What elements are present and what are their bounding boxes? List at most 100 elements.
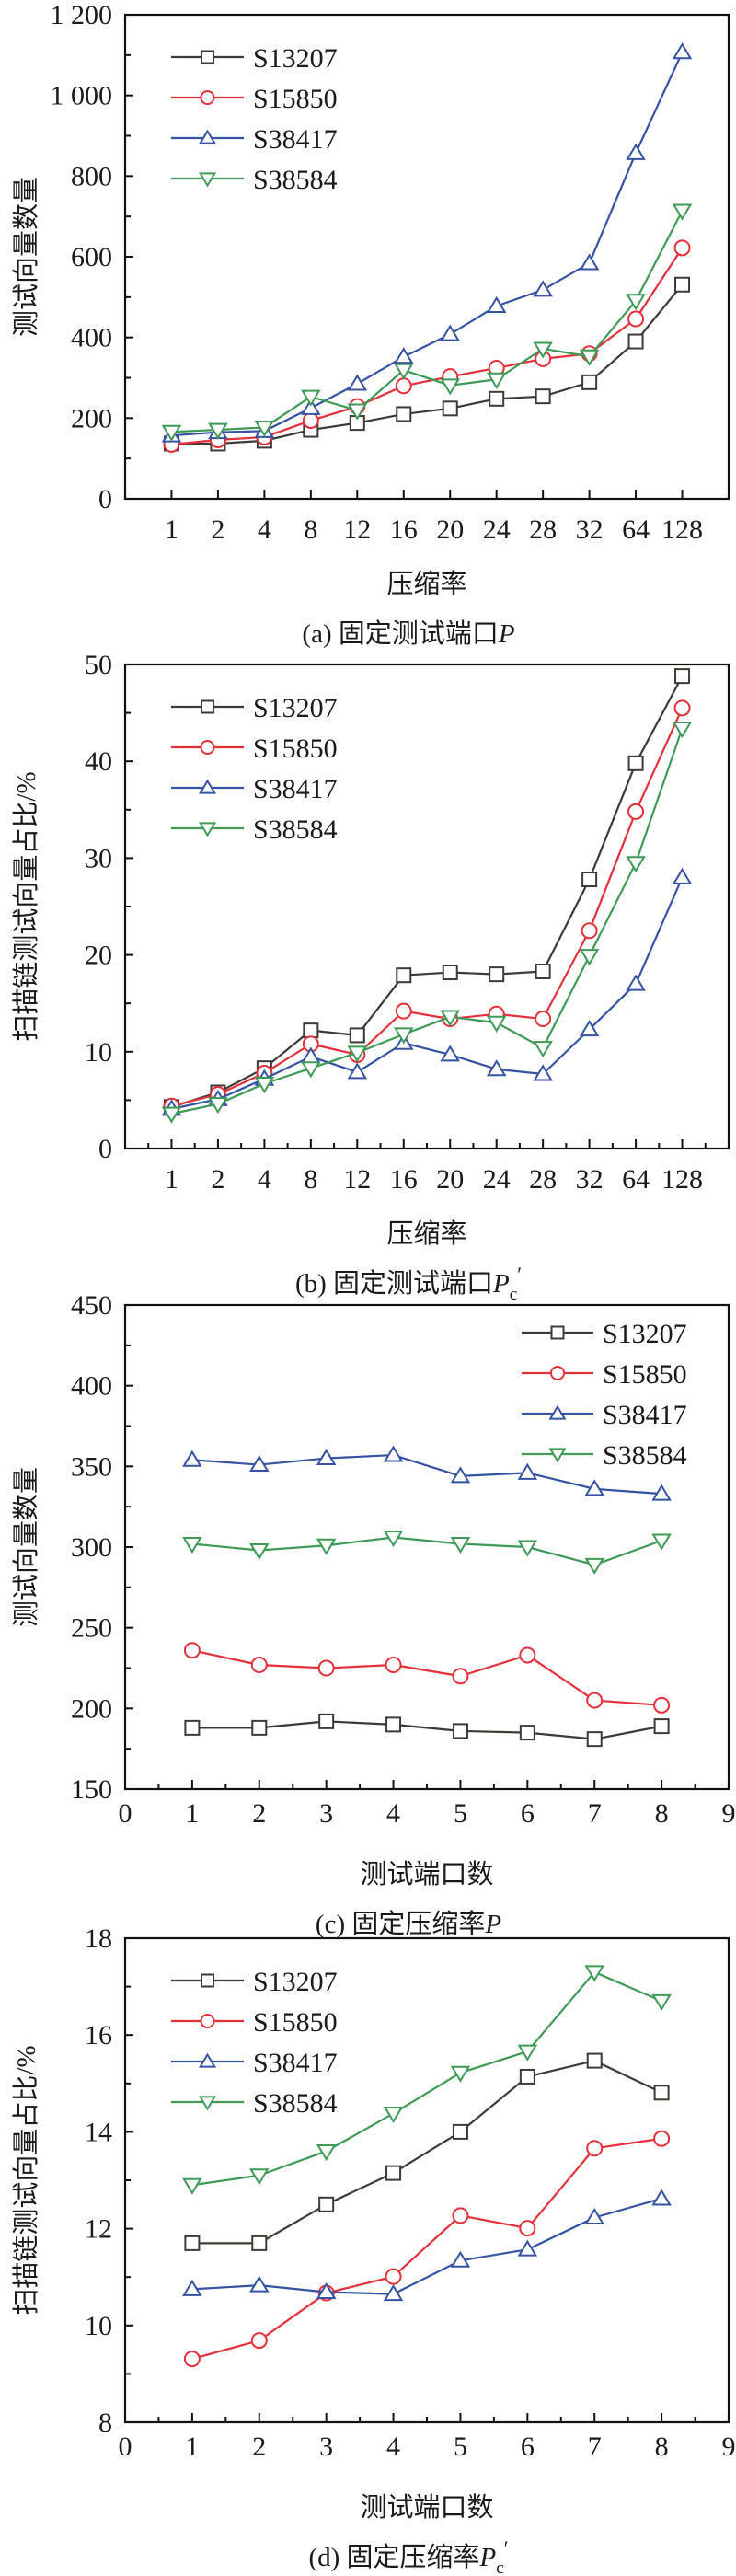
plot-frame <box>123 663 730 1150</box>
y-tick-label: 40 <box>85 746 112 777</box>
series-line <box>191 1649 662 1706</box>
data-point <box>627 310 645 328</box>
data-point <box>383 1531 404 1548</box>
legend-marker <box>198 172 217 188</box>
data-point <box>626 143 646 160</box>
y-tick-label: 30 <box>85 843 112 873</box>
x-tick-label: 24 <box>483 514 511 545</box>
legend-item: S38584 <box>522 1440 687 1471</box>
x-tick-label: 20 <box>436 1164 464 1195</box>
plot-frame <box>123 1936 730 2424</box>
data-point <box>626 974 646 991</box>
legend-marker <box>198 2096 217 2111</box>
x-tick-label: 24 <box>483 1164 511 1195</box>
data-point <box>586 1692 604 1709</box>
data-point <box>254 1077 275 1094</box>
legend-label: S13207 <box>253 43 338 74</box>
data-point <box>517 2044 538 2062</box>
data-point <box>651 1533 672 1551</box>
data-point <box>347 403 368 421</box>
series-line <box>191 1970 662 2187</box>
legend-item: S15850 <box>522 1359 687 1390</box>
data-point <box>303 1022 319 1039</box>
legend-label: S38417 <box>253 774 338 804</box>
data-point <box>302 411 319 429</box>
y-tick-label: 12 <box>85 2214 112 2245</box>
data-point <box>183 2351 201 2368</box>
x-tick-label: 4 <box>386 1798 400 1829</box>
data-point <box>651 1993 672 2011</box>
legend-label: S38417 <box>253 124 338 155</box>
data-point <box>316 1538 337 1555</box>
series-line <box>171 283 684 445</box>
data-point <box>251 2235 268 2251</box>
caption-subscript: c <box>510 1285 517 1304</box>
y-tick-label: 1 000 <box>51 81 113 111</box>
data-point <box>383 2284 404 2302</box>
series-S38584 <box>161 721 693 1124</box>
caption-prime: ′ <box>517 1263 522 1286</box>
data-point <box>519 1725 535 1741</box>
legend-item: S15850 <box>171 734 338 764</box>
y-axis-label: 扫描链测试向量占比/% <box>11 771 41 1041</box>
y-tick-label: 14 <box>85 2117 112 2147</box>
data-point <box>581 374 598 390</box>
legend: S13207 S15850 S38417 S38584 <box>171 43 338 195</box>
legend-item: S13207 <box>522 1319 687 1349</box>
series-S15850 <box>183 2130 671 2368</box>
data-point <box>182 2279 202 2296</box>
data-point <box>489 390 505 407</box>
data-point <box>301 1046 321 1064</box>
series-line <box>191 1536 662 1566</box>
data-point <box>184 2235 201 2251</box>
x-tick-label: 128 <box>661 1164 703 1195</box>
x-tick-label: 28 <box>529 514 557 545</box>
data-point <box>486 372 507 389</box>
data-point <box>450 1466 471 1484</box>
x-tick-label: 1 <box>165 1164 178 1195</box>
data-point <box>249 2168 270 2186</box>
data-point <box>533 341 553 359</box>
data-point <box>183 1642 201 1659</box>
caption-text: (a) 固定测试端口 <box>302 618 498 649</box>
data-point <box>450 2250 471 2268</box>
data-point <box>581 922 598 940</box>
data-point <box>486 295 507 313</box>
y-axis-label: 测试向量数量 <box>11 177 41 337</box>
legend-label: S13207 <box>253 693 338 723</box>
y-tick-label: 0 <box>98 484 112 514</box>
x-tick-label: 1 <box>165 514 178 545</box>
legend-marker <box>550 1366 565 1380</box>
data-point <box>586 1731 603 1748</box>
x-axis-label: 压缩率 <box>386 569 466 599</box>
chart-caption: (d) 固定压缩率Pc′ <box>308 2536 508 2576</box>
legend-item: S13207 <box>171 43 338 74</box>
data-point <box>651 1484 672 1501</box>
data-point <box>394 347 414 364</box>
x-tick-label: 5 <box>454 2432 467 2462</box>
data-point <box>208 422 228 440</box>
x-tick-label: 32 <box>576 1164 604 1195</box>
data-point <box>442 400 458 417</box>
data-point <box>651 2189 672 2206</box>
legend-label: S15850 <box>253 84 338 114</box>
y-tick-label: 10 <box>85 1037 112 1068</box>
data-point <box>653 1718 670 1735</box>
legend-marker <box>200 90 215 105</box>
series-line <box>191 1720 662 1740</box>
legend-marker <box>200 2014 215 2028</box>
data-point <box>535 1011 552 1028</box>
data-point <box>249 2275 270 2293</box>
x-tick-label: 3 <box>319 1798 333 1829</box>
legend-marker <box>548 1404 567 1420</box>
data-point <box>440 324 460 341</box>
y-axis-label: 测试向量数量 <box>11 1467 41 1627</box>
data-point <box>517 2239 538 2257</box>
legend-marker <box>198 129 217 144</box>
data-point <box>385 1716 402 1733</box>
series-S13207 <box>184 1713 670 1748</box>
legend-marker <box>548 1448 567 1463</box>
legend-label: S38584 <box>253 814 338 845</box>
